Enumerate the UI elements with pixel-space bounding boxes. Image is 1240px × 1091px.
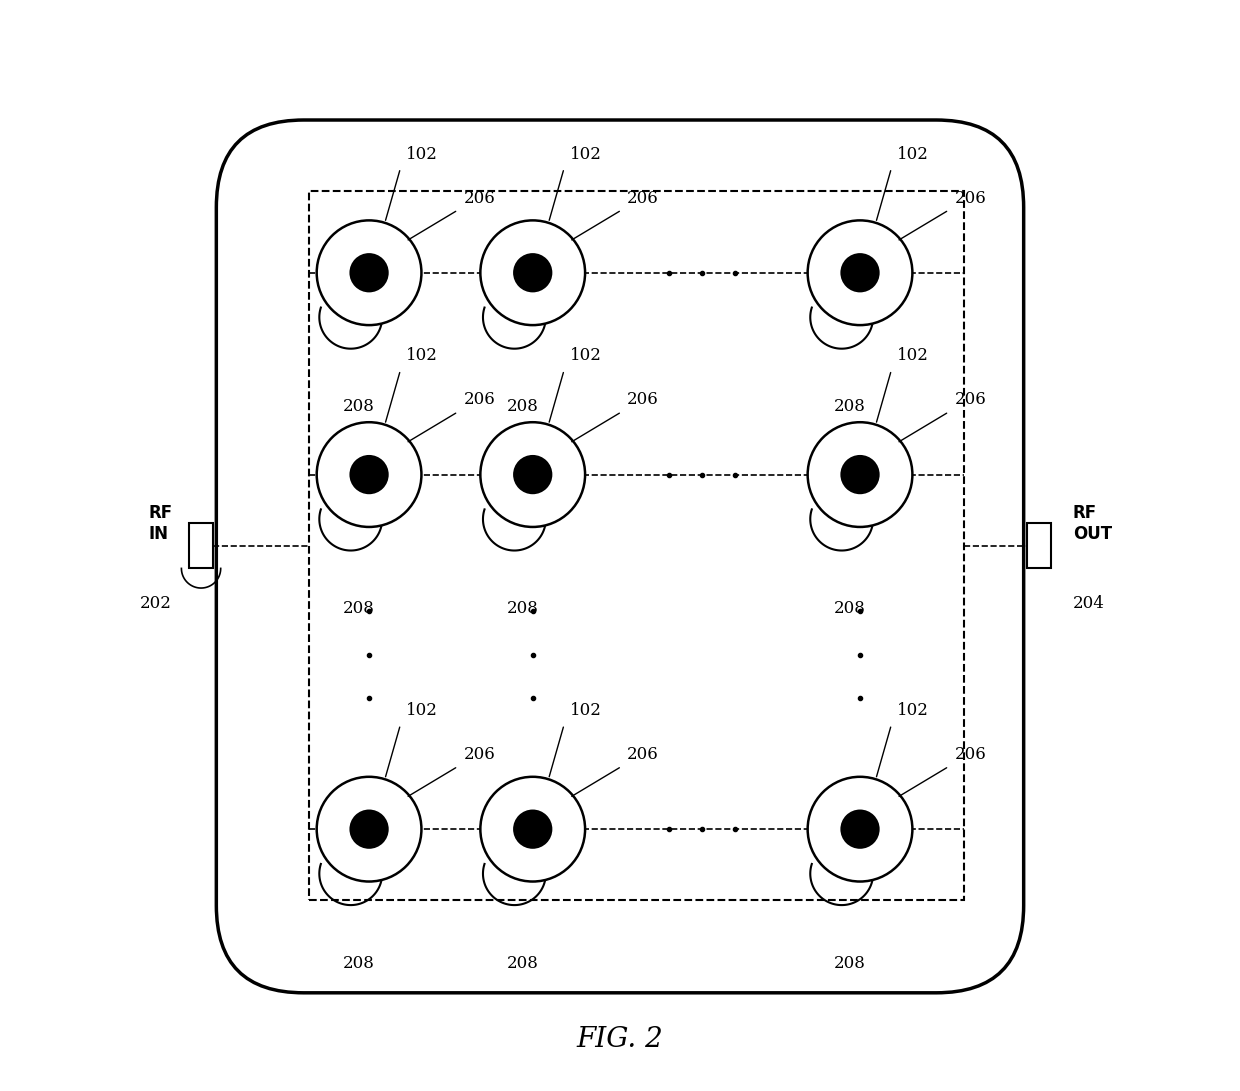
Circle shape (480, 220, 585, 325)
Circle shape (316, 422, 422, 527)
Circle shape (513, 810, 552, 849)
Text: 208: 208 (833, 398, 866, 416)
Text: 102: 102 (405, 702, 438, 719)
Text: 102: 102 (405, 347, 438, 364)
Text: 208: 208 (343, 955, 374, 972)
Text: 102: 102 (569, 702, 601, 719)
Text: 208: 208 (833, 955, 866, 972)
Text: 208: 208 (506, 398, 538, 416)
Text: 206: 206 (955, 190, 986, 206)
Text: 208: 208 (506, 600, 538, 618)
Circle shape (316, 777, 422, 882)
Text: 206: 206 (955, 746, 986, 763)
Text: 102: 102 (569, 145, 601, 163)
Text: 208: 208 (343, 398, 374, 416)
Circle shape (841, 455, 879, 494)
Text: 206: 206 (464, 392, 495, 408)
Text: 204: 204 (1073, 595, 1105, 612)
Text: FIG. 2: FIG. 2 (577, 1026, 663, 1053)
Circle shape (350, 253, 388, 292)
Text: RF
OUT: RF OUT (1073, 504, 1112, 543)
FancyBboxPatch shape (188, 523, 213, 568)
Circle shape (513, 253, 552, 292)
Text: 208: 208 (506, 955, 538, 972)
Text: 102: 102 (897, 145, 929, 163)
Text: 206: 206 (955, 392, 986, 408)
Circle shape (807, 777, 913, 882)
Text: 206: 206 (627, 392, 658, 408)
Circle shape (807, 220, 913, 325)
Text: 208: 208 (343, 600, 374, 618)
Text: 206: 206 (627, 190, 658, 206)
Text: 102: 102 (405, 145, 438, 163)
Circle shape (841, 810, 879, 849)
Circle shape (480, 422, 585, 527)
Text: 206: 206 (464, 746, 495, 763)
Text: 206: 206 (627, 746, 658, 763)
Circle shape (480, 777, 585, 882)
Text: 102: 102 (897, 347, 929, 364)
Text: 206: 206 (464, 190, 495, 206)
Text: 102: 102 (569, 347, 601, 364)
Circle shape (513, 455, 552, 494)
Text: 202: 202 (140, 595, 172, 612)
Text: 208: 208 (833, 600, 866, 618)
FancyBboxPatch shape (1027, 523, 1052, 568)
Circle shape (841, 253, 879, 292)
Circle shape (350, 810, 388, 849)
Circle shape (316, 220, 422, 325)
Text: 102: 102 (897, 702, 929, 719)
FancyBboxPatch shape (216, 120, 1024, 993)
Circle shape (350, 455, 388, 494)
Circle shape (807, 422, 913, 527)
Text: RF
IN: RF IN (149, 504, 172, 543)
